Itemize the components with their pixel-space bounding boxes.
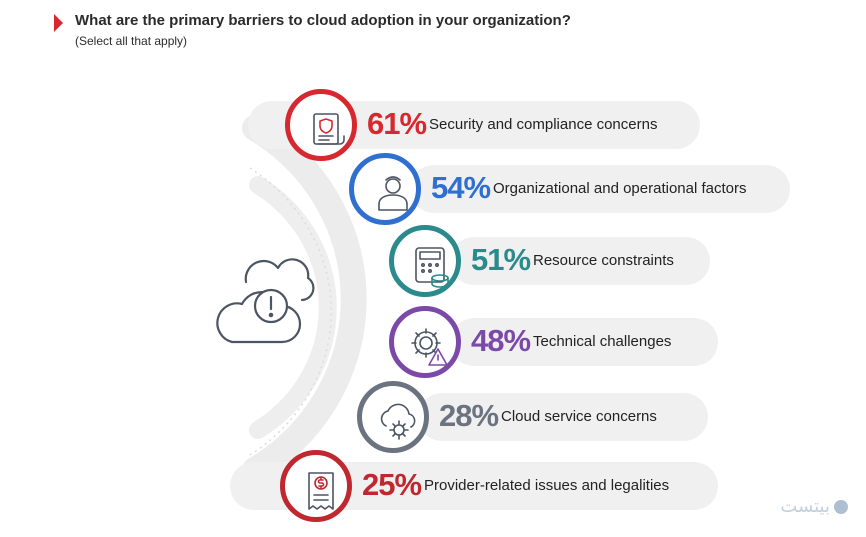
value-label: 48%: [471, 323, 531, 358]
category-label: Resource constraints: [533, 252, 674, 269]
category-label: Provider-related issues and legalities: [424, 477, 670, 494]
person-icon: [378, 176, 408, 211]
document-shield-icon: [313, 113, 345, 145]
value-label: 25%: [362, 467, 422, 502]
value-label: 28%: [439, 398, 499, 433]
bar-track: [410, 165, 790, 213]
category-icon-badge: [285, 89, 357, 161]
bar-track: [418, 393, 708, 441]
value-label: 54%: [431, 170, 491, 205]
watermark-logo-icon: [834, 500, 848, 514]
category-icon-badge: [280, 450, 352, 522]
bar-track: [450, 237, 710, 285]
category-label: Cloud service concerns: [501, 408, 657, 425]
category-icon-badge: [349, 153, 421, 225]
value-label: 51%: [471, 242, 531, 277]
chart-subtitle: (Select all that apply): [75, 34, 188, 48]
title-marker: [54, 14, 63, 32]
gear-warning-icon: [411, 328, 448, 366]
value-label: 61%: [367, 106, 427, 141]
calculator-coins-icon: [415, 247, 449, 288]
watermark-text: بیتست: [780, 496, 830, 517]
cloud-warning-icon: [216, 258, 315, 344]
watermark: بیتست: [780, 496, 848, 517]
category-label: Security and compliance concerns: [429, 116, 658, 133]
chart-title: What are the primary barriers to cloud a…: [75, 12, 571, 29]
bar-track: [450, 318, 718, 366]
category-label: Organizational and operational factors: [493, 180, 747, 197]
cloud-gear-icon: [380, 403, 416, 440]
category-label: Technical challenges: [533, 333, 672, 350]
category-icon-badge: [389, 306, 461, 378]
category-icon-badge: [357, 381, 429, 453]
category-icon-badge: [389, 225, 461, 297]
receipt-dollar-icon: [308, 472, 334, 510]
